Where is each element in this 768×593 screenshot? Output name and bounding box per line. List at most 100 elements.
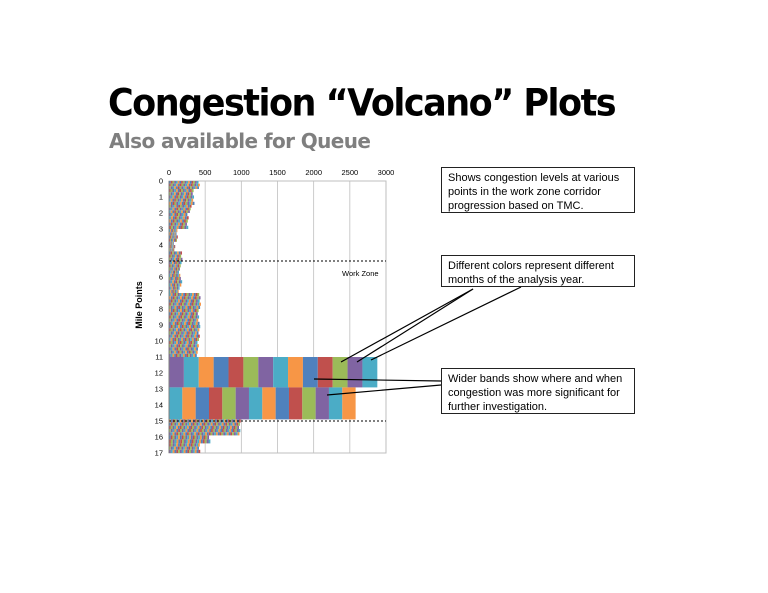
- bar-segment-r11-s0-k4: [176, 309, 179, 313]
- bar-segment-r3-s3-k1: [170, 222, 173, 226]
- bar-segment-r18-s0-k3: [174, 435, 177, 440]
- bar-segment-r1-s0-k8: [183, 189, 185, 193]
- bar-segment-r17-s0-k1: [170, 419, 173, 423]
- bar-segment-r14-s0-k15: [195, 350, 198, 354]
- bar-segment-r0-s0-k7: [181, 181, 183, 184]
- bar-segment-r18-s0-k17: [199, 435, 202, 440]
- bar-segment-r17-s3-k8: [183, 429, 186, 433]
- bar-segment-r15-s0-k4: [228, 357, 244, 388]
- bar-segment-r3-s4-k2: [172, 225, 175, 229]
- bar-segment-r7-s3-k1: [170, 273, 172, 277]
- bar-segment-r7-s1-k7: [178, 267, 180, 271]
- bar-segment-r0-s2-k2: [172, 186, 175, 189]
- bar-segment-r12-s4-k0: [169, 337, 171, 341]
- bar-segment-r17-s4-k18: [201, 432, 204, 436]
- bar-segment-r3-s1-k1: [170, 216, 173, 220]
- bar-segment-r12-s0-k12: [191, 325, 193, 329]
- bar-segment-r17-s2-k13: [192, 425, 195, 429]
- bar-segment-r9-s0-k1: [170, 286, 172, 290]
- y-tick-label-1: 1: [159, 193, 163, 202]
- bar-segment-r17-s4-k11: [188, 432, 191, 436]
- bar-segment-r1-s2-k13: [192, 195, 195, 199]
- bar-segment-r14-s0-k12: [190, 350, 193, 354]
- bar-segment-r2-s1-k7: [181, 207, 184, 211]
- bar-segment-r4-s2-k6: [175, 235, 177, 239]
- bar-segment-r17-s3-k11: [189, 429, 191, 433]
- bar-segment-r0-s0-k6: [179, 181, 182, 184]
- callout-pointers: [313, 286, 522, 396]
- bar-segment-r19-s0-k8: [183, 443, 186, 447]
- bar-segment-r17-s3-k4: [176, 429, 179, 433]
- bar-segment-r19-s0-k7: [181, 443, 184, 447]
- bar-segment-r17-s0-k27: [218, 419, 221, 423]
- bar-segment-r1-s3-k12: [189, 198, 192, 202]
- bar-segment-r1-s1-k3: [174, 192, 176, 196]
- bar-segment-r0-s0-k12: [189, 181, 192, 184]
- bar-segment-r0-s2-k1: [170, 186, 173, 189]
- bar-segment-r1-s2-k10: [186, 195, 189, 199]
- bar-segment-r10-s1-k7: [181, 296, 184, 300]
- bar-segment-r11-s1-k3: [174, 312, 177, 316]
- bar-segment-r17-s4-k29: [221, 432, 224, 436]
- bar-segment-r11-s0-k2: [172, 309, 175, 313]
- bar-segment-r17-s4-k1: [170, 432, 173, 436]
- bar-segment-r10-s3-k0: [169, 302, 171, 306]
- bar-segment-r12-s3-k16: [198, 334, 200, 338]
- bar-segment-r12-s3-k3: [174, 334, 177, 338]
- bar-segment-r7-s1-k2: [171, 267, 174, 271]
- bar-segment-r19-s0-k5: [178, 443, 180, 447]
- bar-segment-r19-s1-k4: [176, 446, 178, 450]
- bar-segment-r19-s1-k8: [183, 446, 185, 450]
- bar-segment-r14-s1-k9: [184, 353, 187, 357]
- bar-segment-r5-s1-k7: [174, 245, 176, 249]
- bar-segment-r17-s0-k38: [238, 419, 241, 423]
- bar-segment-r19-s2-k16: [198, 449, 201, 453]
- bar-segment-r10-s4-k10: [187, 305, 190, 309]
- bar-segment-r3-s1-k8: [184, 216, 187, 220]
- bar-segment-r11-s0-k0: [169, 309, 171, 313]
- bar-segment-r8-s1-k3: [173, 280, 176, 284]
- bar-segment-r12-s1-k1: [170, 328, 173, 332]
- bar-segment-r17-s4-k6: [179, 432, 182, 436]
- bar-segment-r9-s0-k2: [171, 286, 173, 290]
- bar-segment-r18-s1-k17: [200, 439, 203, 444]
- bar-segment-r13-s1-k3: [174, 344, 177, 348]
- bar-segment-r6-s3-k0: [169, 261, 171, 265]
- bar-segment-r13-s0-k13: [192, 341, 194, 345]
- bar-segment-r10-s1-k15: [196, 296, 199, 300]
- bar-segment-r1-s4-k6: [179, 201, 182, 205]
- bar-segment-r12-s3-k5: [178, 334, 180, 338]
- bar-segment-r18-s0-k0: [169, 435, 171, 440]
- y-tick-label-13: 13: [155, 385, 163, 394]
- bar-segment-r11-s2-k6: [180, 315, 183, 319]
- bar-segment-r2-s0-k9: [185, 205, 188, 208]
- bar-segment-r6-s1-k3: [173, 254, 176, 258]
- bar-segment-r17-s4-k36: [234, 432, 236, 436]
- bar-segment-r1-s3-k9: [184, 198, 187, 202]
- bar-segment-r13-s1-k7: [182, 344, 184, 348]
- bar-segment-r9-s0-k6: [176, 286, 179, 290]
- bar-segment-r2-s1-k1: [170, 207, 173, 211]
- bar-segment-r12-s4-k4: [176, 337, 178, 341]
- bar-segment-r16-s0-k4: [222, 387, 236, 420]
- bar-segment-r17-s1-k30: [223, 422, 226, 426]
- bar-segment-r13-s1-k1: [170, 344, 173, 348]
- bar-segment-r17-s3-k38: [238, 429, 241, 433]
- bar-segment-r19-s0-k14: [194, 443, 197, 447]
- bar-segment-r11-s0-k6: [180, 309, 182, 313]
- bar-segment-r19-s0-k16: [198, 443, 200, 447]
- bar-segment-r17-s0-k34: [231, 419, 234, 423]
- bar-segment-r12-s2-k8: [182, 331, 185, 335]
- bar-segment-r8-s2-k0: [169, 283, 171, 287]
- bar-segment-r14-s0-k7: [181, 350, 184, 354]
- bar-segment-r3-s0-k9: [185, 213, 188, 217]
- bar-segment-r12-s0-k11: [189, 325, 192, 329]
- bar-segment-r10-s1-k16: [198, 296, 201, 300]
- bar-segment-r10-s4-k13: [192, 305, 195, 309]
- bar-segment-r14-s1-k10: [186, 353, 189, 357]
- bar-segment-r1-s2-k2: [172, 195, 175, 199]
- bar-segment-r17-s3-k37: [236, 429, 239, 433]
- bar-segment-r19-s1-k15: [195, 446, 198, 450]
- bar-segment-r10-s0-k4: [176, 293, 178, 297]
- pointer-colors-a: [340, 288, 474, 363]
